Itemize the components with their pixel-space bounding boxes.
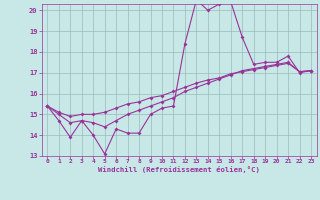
X-axis label: Windchill (Refroidissement éolien,°C): Windchill (Refroidissement éolien,°C) <box>98 166 260 173</box>
